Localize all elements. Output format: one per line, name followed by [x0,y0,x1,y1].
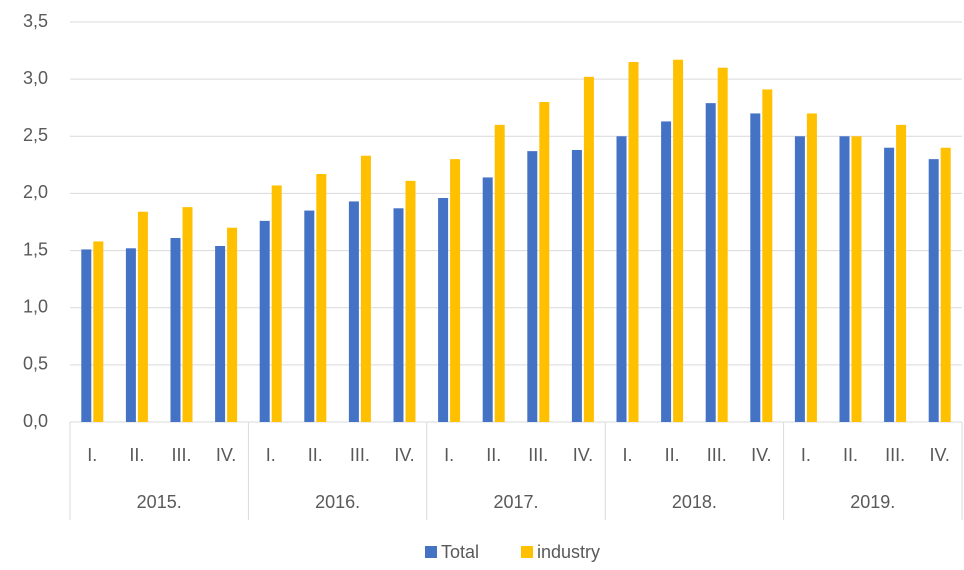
x-tick-label: III. [707,445,727,465]
x-tick-label: IV. [216,445,236,465]
x-tick-label: II. [129,445,144,465]
bar [125,248,136,422]
bar [81,249,92,422]
bar [896,124,907,422]
bar [884,147,895,422]
y-tick-label: 1,5 [23,239,48,259]
bar [839,136,850,423]
x-tick-label: II. [665,445,680,465]
bar [762,89,773,422]
bar [405,180,416,422]
group-label: 2018. [672,492,717,512]
x-tick-label: IV. [573,445,593,465]
x-tick-label: II. [486,445,501,465]
bar [93,241,104,422]
legend-label: Total [441,542,479,562]
group-label: 2019. [850,492,895,512]
x-tick-label: I. [266,445,276,465]
x-tick-label: II. [843,445,858,465]
x-tick-label: I. [444,445,454,465]
bar [851,136,862,423]
bar [661,121,672,422]
group-label: 2016. [315,492,360,512]
bar [928,159,939,422]
y-tick-label: 0,0 [23,411,48,431]
bar [717,67,728,422]
legend-swatch [521,546,533,558]
y-tick-label: 2,0 [23,182,48,202]
x-tick-label: I. [801,445,811,465]
x-tick-label: III. [885,445,905,465]
x-tick-label: II. [308,445,323,465]
x-tick-label: I. [87,445,97,465]
bar [750,113,761,422]
bar [170,238,181,422]
x-tick-label: III. [528,445,548,465]
bar [482,177,493,422]
y-tick-label: 3,0 [23,68,48,88]
bar [227,227,238,422]
x-tick-label: IV. [751,445,771,465]
bar [539,102,550,422]
bar [494,124,505,422]
bar [215,246,226,422]
group-label: 2017. [493,492,538,512]
bar [628,62,639,422]
bar [438,198,449,422]
bar [705,103,716,423]
bar [271,185,282,422]
bar [527,151,538,422]
y-tick-label: 1,0 [23,296,48,316]
legend-label: industry [537,542,600,562]
y-tick-label: 0,5 [23,354,48,374]
x-tick-label: IV. [930,445,950,465]
x-tick-label: I. [622,445,632,465]
x-tick-label: III. [350,445,370,465]
bar [794,136,805,423]
y-tick-label: 2,5 [23,125,48,145]
x-tick-label: III. [171,445,191,465]
x-tick-label: IV. [394,445,414,465]
bar [259,220,270,422]
bar [348,201,359,422]
bar [940,147,951,422]
bar [571,150,582,422]
bar [806,113,817,422]
bar [583,76,594,422]
bar [673,59,684,422]
bar [360,155,371,422]
bar [450,159,461,422]
bar [316,174,327,422]
group-label: 2015. [137,492,182,512]
bar [304,210,315,422]
bar [182,207,193,422]
bar [393,208,404,422]
bar [616,136,627,423]
legend-swatch [425,546,437,558]
y-tick-label: 3,5 [23,11,48,31]
bar [137,211,148,422]
